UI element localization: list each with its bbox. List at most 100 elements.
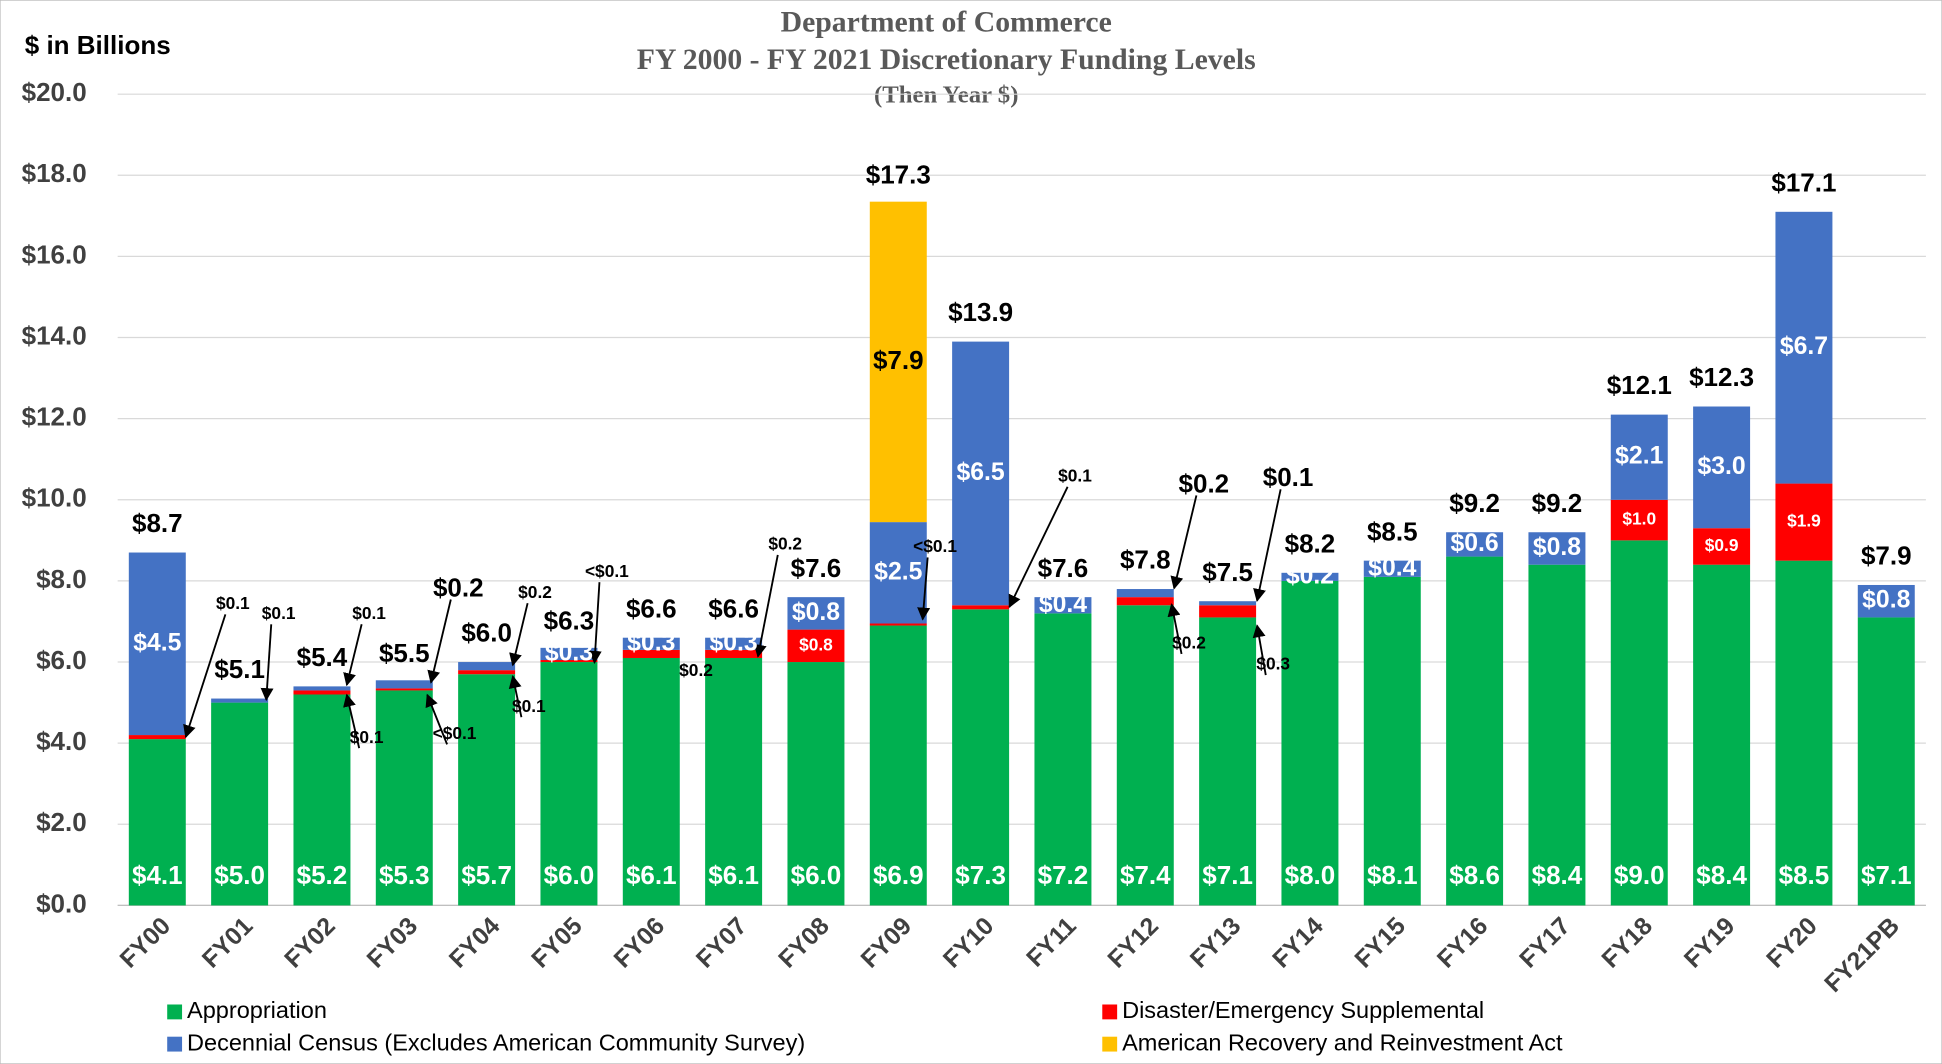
bars xyxy=(128,201,1915,906)
bar-segment xyxy=(458,670,516,675)
bar-segment xyxy=(1775,211,1833,484)
bar-segment xyxy=(375,688,433,691)
bar-segment xyxy=(128,735,186,740)
callout-label: $0.1 xyxy=(352,603,386,623)
total-label: $12.1 xyxy=(1607,370,1672,400)
value-label: $3.0 xyxy=(1698,453,1746,480)
bar-segment xyxy=(1116,589,1174,598)
value-label: $4.1 xyxy=(132,860,183,890)
chart-subtitle: (Then Year $) xyxy=(874,81,1018,108)
bar-segment xyxy=(540,662,598,906)
value-label: $6.1 xyxy=(626,860,677,890)
total-label: $8.5 xyxy=(1367,516,1418,546)
total-label: $7.5 xyxy=(1202,557,1253,587)
value-label: $8.4 xyxy=(1696,860,1747,890)
value-label: $0.3 xyxy=(710,629,758,656)
total-label: $9.2 xyxy=(1449,488,1500,518)
bar-segment xyxy=(1116,605,1174,906)
y-tick-label: $16.0 xyxy=(22,239,87,269)
y-tick-label: $4.0 xyxy=(36,726,87,756)
bar-segment xyxy=(293,686,351,691)
bar-segment xyxy=(869,625,927,906)
total-label: $5.5 xyxy=(379,638,430,668)
total-label: $6.0 xyxy=(461,618,512,648)
bar-segment xyxy=(1034,613,1092,906)
bar-segment xyxy=(869,522,927,624)
bar-segment xyxy=(787,597,845,630)
value-label: $7.2 xyxy=(1038,860,1089,890)
total-label: $5.4 xyxy=(297,642,348,672)
callout-arrow xyxy=(343,693,361,749)
bar-segment xyxy=(1199,617,1257,906)
callout-arrow xyxy=(1008,486,1069,609)
bar-segment xyxy=(952,605,1010,610)
callout-arrow xyxy=(425,693,448,745)
legend-label: Appropriation xyxy=(187,997,327,1023)
callout-label: <$0.1 xyxy=(585,561,629,581)
value-label: $5.2 xyxy=(297,860,348,890)
value-label: $9.0 xyxy=(1614,860,1665,890)
bar-segment xyxy=(1610,414,1668,500)
total-label: $7.9 xyxy=(1861,541,1912,571)
total-label: $8.7 xyxy=(132,508,183,538)
bar-segment xyxy=(622,637,680,650)
value-label: $6.5 xyxy=(957,459,1005,486)
callout-arrow xyxy=(1170,495,1198,590)
total-label: $7.6 xyxy=(1038,553,1089,583)
total-label: $6.6 xyxy=(708,593,759,623)
bar-segment xyxy=(1281,572,1339,581)
bar-segment xyxy=(952,609,1010,906)
legend: Appropriation Disaster/Emergency Suppleme… xyxy=(167,997,1563,1055)
total-label: $5.1 xyxy=(214,654,265,684)
bar-segment xyxy=(293,690,351,695)
total-label: $12.3 xyxy=(1689,362,1754,392)
callout-label: $0.1 xyxy=(216,593,250,613)
bar-segment xyxy=(1199,601,1257,606)
bar-segment xyxy=(705,637,763,650)
bar-segment xyxy=(128,739,186,906)
value-label: $5.7 xyxy=(461,860,512,890)
value-label: $6.7 xyxy=(1780,333,1828,360)
bar-segment xyxy=(1116,597,1174,606)
total-label: $8.2 xyxy=(1285,528,1336,558)
callout-label: $0.2 xyxy=(433,572,484,602)
bar-segment xyxy=(128,552,186,736)
legend-label: Disaster/Emergency Supplemental xyxy=(1122,997,1484,1023)
total-label: $6.3 xyxy=(544,606,595,636)
legend-label: American Recovery and Reinvestment Act xyxy=(1122,1029,1563,1055)
legend-swatch xyxy=(1102,1036,1118,1052)
y-tick-label: $6.0 xyxy=(36,645,87,675)
bar-segment xyxy=(293,694,351,906)
value-label: $8.6 xyxy=(1449,860,1500,890)
y-axis-label: $ in Billions xyxy=(25,30,171,60)
value-label: $5.0 xyxy=(214,860,265,890)
bar-segment xyxy=(869,623,927,626)
value-label: $0.8 xyxy=(799,634,833,654)
bar-segment xyxy=(622,649,680,658)
callout-arrow xyxy=(1253,489,1282,603)
bar-segment xyxy=(375,690,433,906)
bar-segment xyxy=(787,662,845,906)
value-label: $0.2 xyxy=(1286,562,1334,589)
value-label: $5.3 xyxy=(379,860,430,890)
value-label: $2.5 xyxy=(874,558,922,585)
value-label: $8.0 xyxy=(1285,860,1336,890)
total-label: $17.3 xyxy=(866,159,931,189)
callout-arrow xyxy=(1167,603,1183,655)
y-tick-label: $2.0 xyxy=(36,807,87,837)
bar-segment xyxy=(1610,499,1668,541)
bar-segment xyxy=(211,698,269,703)
bar-segment xyxy=(1528,532,1586,565)
value-label: $1.0 xyxy=(1622,509,1656,529)
value-label: $0.6 xyxy=(1451,530,1499,557)
callout-label: $0.1 xyxy=(1058,465,1092,485)
callout-arrow xyxy=(588,582,602,664)
bar-segment xyxy=(1857,584,1915,618)
bar-segment xyxy=(1363,576,1421,906)
value-label: $8.4 xyxy=(1532,860,1583,890)
total-label: $9.2 xyxy=(1532,488,1583,518)
legend-label: Decennial Census (Excludes American Comm… xyxy=(187,1029,805,1055)
legend-swatch xyxy=(167,1004,183,1020)
legend-swatch xyxy=(1102,1004,1118,1020)
callout-label: $0.2 xyxy=(1179,468,1230,498)
